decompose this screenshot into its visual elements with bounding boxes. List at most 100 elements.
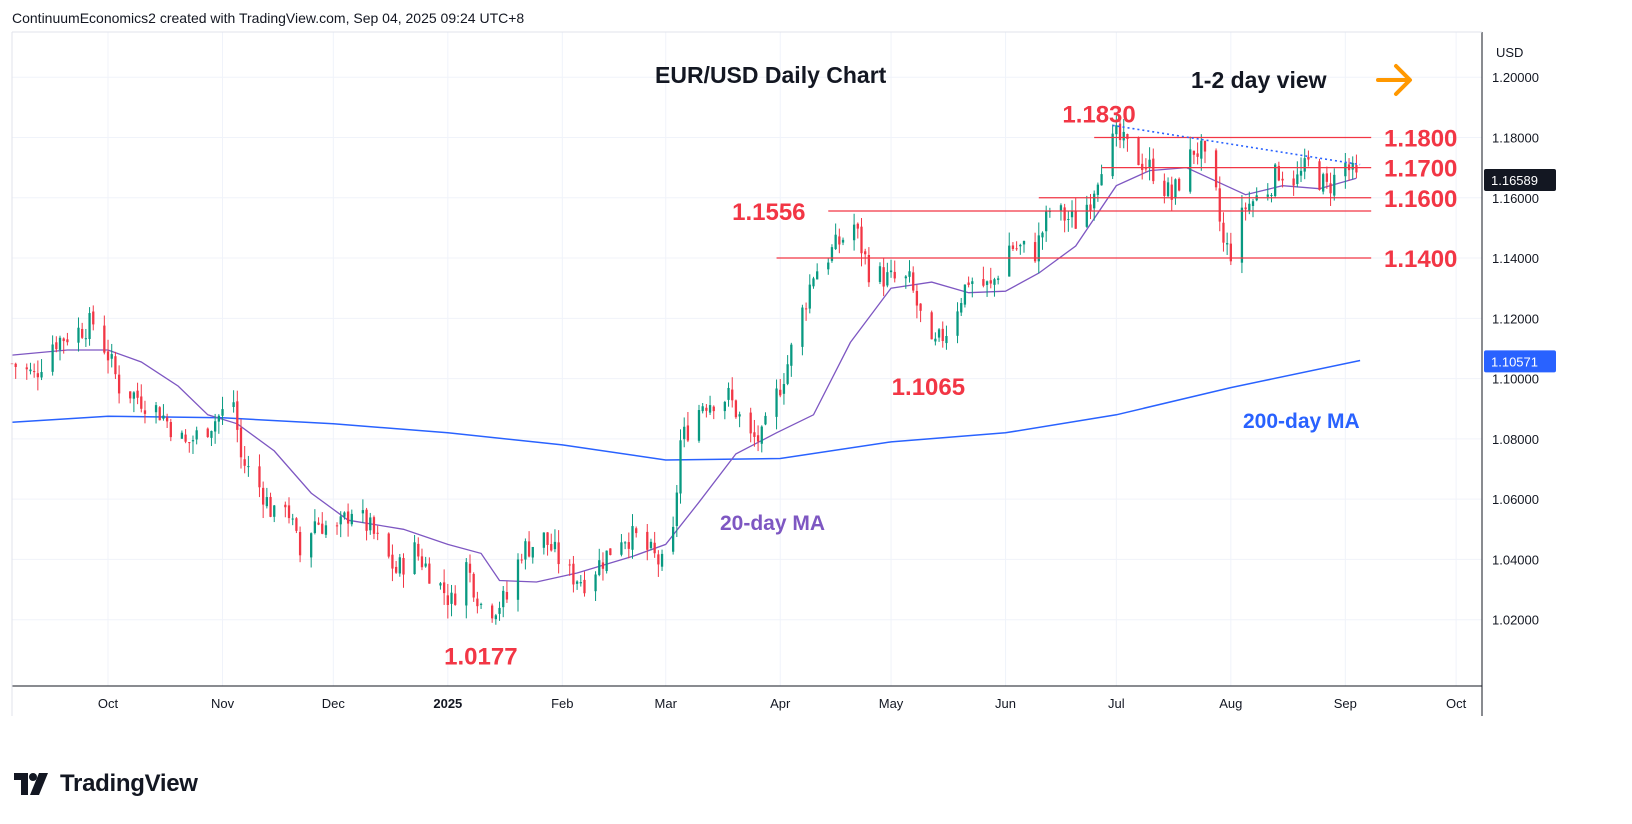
x-tick-label: Sep [1334, 696, 1357, 711]
key-level-label: 1.1400 [1384, 246, 1457, 273]
candle-body [1266, 194, 1269, 197]
last-price-badge-bg [1484, 169, 1556, 192]
candle-body [635, 528, 638, 534]
candle-body [657, 554, 660, 565]
resistance-trendline [1112, 124, 1361, 166]
candle-body [985, 281, 989, 285]
candle-body [956, 311, 959, 336]
candle-body [904, 276, 907, 279]
candle-body [262, 487, 265, 505]
candle-body [1166, 182, 1170, 197]
y-tick-label: 1.12000 [1492, 311, 1539, 326]
candle-body [775, 388, 778, 417]
x-tick-label: Apr [770, 696, 791, 711]
candle-body [930, 312, 933, 340]
candle-body [1189, 149, 1192, 192]
candle-body [646, 531, 649, 550]
y-tick-label: 1.10000 [1492, 372, 1539, 387]
candle-body [838, 236, 841, 245]
candle-body [158, 407, 161, 421]
tradingview-logo[interactable]: TradingView [14, 770, 198, 798]
candle-body [1203, 140, 1207, 152]
candle-body [912, 272, 915, 291]
candle-body [77, 327, 80, 343]
candle-body [683, 426, 686, 440]
candle-body [1322, 174, 1325, 192]
candle-body [1292, 178, 1295, 186]
candle-body [1355, 165, 1358, 173]
candle-body [88, 313, 91, 339]
candle-body [369, 517, 372, 531]
candle-body [287, 505, 291, 519]
candle-body [790, 344, 793, 366]
candle-body [310, 533, 313, 558]
candle-body [335, 525, 339, 527]
candle-body [705, 407, 708, 411]
candle-body [346, 511, 350, 524]
ma200-value-badge: 1.10571 [1491, 354, 1538, 369]
candle-body [982, 279, 985, 286]
candle-body [557, 542, 560, 565]
x-tick-label: Mar [655, 696, 678, 711]
candle-body [428, 563, 431, 584]
y-tick-label: 1.16000 [1492, 191, 1539, 206]
candle-body [442, 582, 446, 594]
candle-body [58, 337, 62, 350]
candle-body [472, 573, 475, 598]
candle-body [66, 339, 69, 343]
last-price-badge: 1.16589 [1491, 173, 1538, 188]
candle-body [295, 518, 298, 531]
candle-body [627, 542, 630, 549]
candle-body [734, 400, 738, 418]
candle-body [960, 303, 963, 313]
candle-body [860, 226, 863, 254]
candle-body [154, 405, 158, 413]
candle-body [298, 531, 302, 556]
candle-body [1041, 232, 1044, 238]
candle-body [760, 426, 763, 444]
candle-body [967, 282, 970, 285]
candle-body [945, 336, 948, 344]
candle-body [749, 412, 752, 434]
candle-body [391, 554, 394, 569]
candle-body [631, 526, 634, 550]
candle-body [361, 510, 365, 514]
candle-body [1192, 150, 1196, 155]
candle-body [1015, 248, 1018, 250]
candle-body [25, 367, 28, 370]
candle-body [247, 466, 250, 468]
candle-body [1170, 184, 1173, 200]
candle-body [81, 328, 84, 338]
candle-body [1174, 179, 1177, 199]
candle-body [594, 574, 597, 592]
ma200-label: 200-day MA [1243, 410, 1360, 433]
candle-body [937, 329, 941, 338]
candle-body [731, 389, 734, 401]
candle-body [605, 550, 608, 572]
candle-body [1214, 150, 1218, 188]
candle-body [963, 284, 967, 305]
candle-body [387, 533, 390, 557]
x-tick-label: May [879, 696, 904, 711]
candle-body [402, 557, 405, 575]
candle-body [753, 432, 756, 437]
candle-body [993, 279, 996, 285]
candle-body [1137, 137, 1140, 166]
candle-body [36, 373, 39, 378]
candle-body [852, 224, 856, 241]
candle-body [782, 384, 786, 394]
candle-body [801, 307, 804, 347]
y-tick-label: 1.18000 [1492, 130, 1539, 145]
candle-body [1248, 203, 1251, 211]
candle-body [1096, 184, 1100, 195]
candle-body [886, 272, 889, 286]
candle-body [727, 387, 730, 400]
candle-body [454, 593, 457, 605]
candle-body [893, 271, 896, 279]
candle-body [465, 562, 468, 606]
candle-body [827, 262, 830, 270]
candle-body [550, 544, 553, 551]
y-tick-label: 1.20000 [1492, 70, 1539, 85]
candle-body [1144, 168, 1148, 170]
